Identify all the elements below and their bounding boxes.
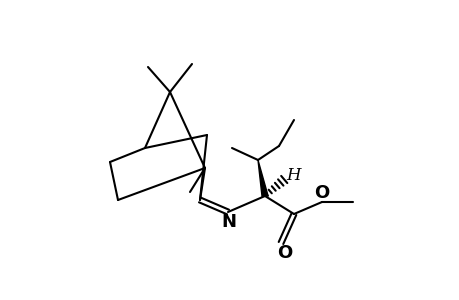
Text: H: H [286,167,301,184]
Text: O: O [313,184,329,202]
Text: N: N [221,213,236,231]
Polygon shape [257,160,267,196]
Text: O: O [277,244,292,262]
